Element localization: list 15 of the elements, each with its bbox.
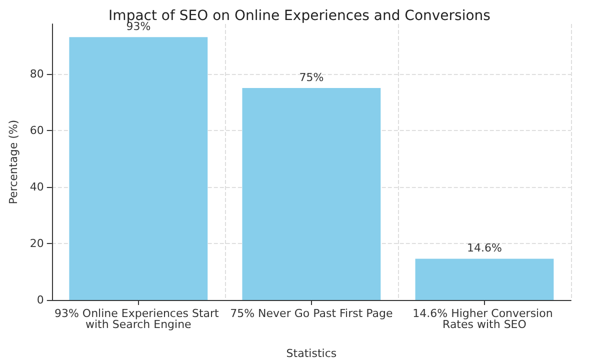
x-tick-label: 14.6% Higher Conversion Rates with SEO xyxy=(412,307,556,331)
data-label: 75% xyxy=(299,71,324,84)
bar xyxy=(69,37,208,300)
y-tick-label: 60 xyxy=(30,124,44,137)
bar xyxy=(415,258,554,300)
y-tick-label: 40 xyxy=(30,180,44,194)
bar xyxy=(242,88,381,300)
data-label: 14.6% xyxy=(467,242,502,255)
x-axis-title: Statistics xyxy=(286,347,337,360)
y-tick-label: 20 xyxy=(30,236,44,250)
x-tick-label: 75% Never Go Past First Page xyxy=(230,307,394,320)
x-tick-label: 93% Online Experiences Start with Search Engine xyxy=(54,307,222,331)
y-tick-label: 0 xyxy=(36,294,44,306)
y-axis-title: Percentage (%) xyxy=(7,120,20,204)
y-tick-label: 80 xyxy=(30,67,44,80)
